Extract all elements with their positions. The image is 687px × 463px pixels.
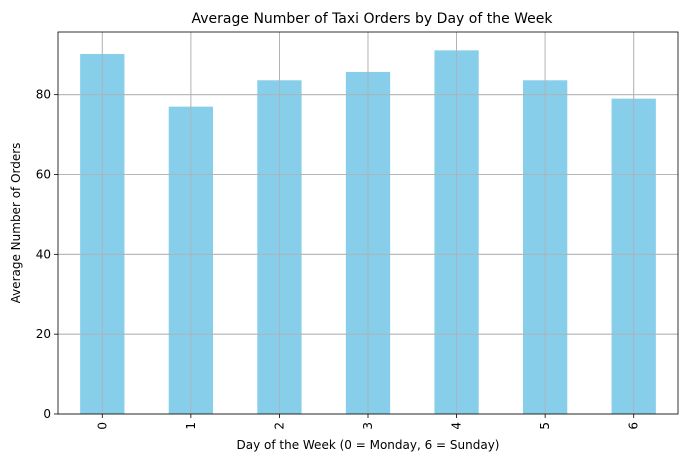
tick-labels: 0 20 40 60 80 0 1 2 3 4 5 6 [36,88,641,430]
y-tick-label: 80 [36,88,51,102]
y-tick-label: 40 [36,247,51,261]
x-tick-label: 6 [627,422,641,430]
x-axis-label: Day of the Week (0 = Monday, 6 = Sunday) [237,438,500,452]
plot-frame [57,31,679,415]
x-tick-label: 3 [361,422,375,430]
x-tick-label: 0 [95,422,109,430]
axes [54,31,679,418]
x-tick-label: 2 [272,422,286,430]
y-tick-label: 20 [36,327,51,341]
chart-title: Average Number of Taxi Orders by Day of … [192,11,554,27]
x-tick-label: 4 [450,422,464,430]
y-tick-label: 0 [43,407,51,421]
y-tick-label: 60 [36,168,51,182]
y-axis-label: Average Number of Orders [9,143,23,304]
bars [58,32,678,415]
x-tick-label: 5 [538,422,552,430]
x-tick-label: 1 [184,422,198,430]
